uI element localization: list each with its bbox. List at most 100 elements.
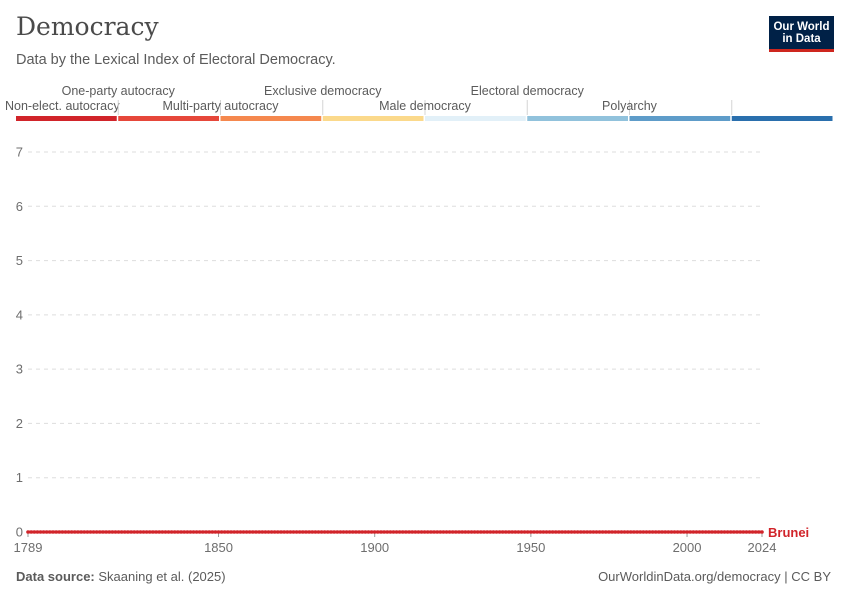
owid-logo[interactable]: Our World in Data — [769, 16, 834, 52]
data-point — [388, 530, 393, 534]
data-point — [585, 530, 589, 534]
data-point — [232, 530, 236, 534]
data-point — [107, 530, 112, 534]
data-point — [266, 530, 271, 534]
data-point — [682, 530, 686, 534]
data-point — [166, 530, 171, 534]
data-point — [338, 530, 343, 534]
data-point — [610, 530, 614, 534]
data-point — [288, 530, 293, 534]
legend-swatch — [118, 116, 219, 121]
data-point — [176, 530, 180, 534]
legend-swatch — [425, 116, 526, 121]
data-point — [213, 530, 218, 534]
grid-lines — [28, 151, 762, 479]
legend-swatch — [322, 116, 424, 121]
data-point — [110, 530, 115, 534]
data-point — [410, 530, 414, 534]
data-point — [254, 530, 258, 534]
data-point — [151, 530, 155, 534]
data-point — [591, 530, 596, 534]
data-point — [207, 530, 211, 534]
data-point — [372, 530, 377, 534]
data-point — [326, 530, 330, 534]
y-tick-label: 0 — [16, 525, 23, 540]
data-point — [148, 530, 152, 534]
data-point — [144, 530, 149, 534]
data-point — [210, 530, 215, 534]
data-point — [188, 530, 193, 534]
source-label: Data source: — [16, 569, 95, 584]
data-point — [525, 530, 530, 534]
data-point — [216, 530, 221, 534]
data-point — [116, 530, 121, 534]
legend-label: Polyarchy — [602, 99, 658, 113]
data-point — [316, 530, 321, 534]
data-point — [132, 530, 136, 534]
data-point — [332, 530, 336, 534]
data-point — [235, 530, 240, 534]
data-point — [644, 530, 649, 534]
data-point — [513, 530, 518, 534]
data-point — [557, 530, 561, 534]
data-point — [347, 530, 352, 534]
series-label[interactable]: Brunei — [768, 525, 809, 540]
data-point — [582, 530, 586, 534]
data-point — [482, 530, 486, 534]
data-point — [401, 530, 405, 534]
x-tick-label: 1850 — [204, 540, 233, 555]
data-point — [101, 530, 105, 534]
data-point — [385, 530, 389, 534]
data-point — [441, 530, 446, 534]
data-point — [35, 530, 40, 534]
source-url-link[interactable]: OurWorldinData.org/democracy — [598, 569, 781, 584]
data-point — [422, 530, 427, 534]
data-source: Data source: Skaaning et al. (2025) — [16, 569, 226, 584]
data-point — [429, 530, 433, 534]
data-point — [700, 530, 705, 534]
data-point — [123, 530, 127, 534]
data-point — [279, 530, 283, 534]
data-point — [251, 530, 255, 534]
data-point — [413, 530, 418, 534]
data-point — [697, 530, 702, 534]
data-point — [191, 530, 196, 534]
data-point — [41, 530, 46, 534]
y-axis: 0 1 2 3 4 5 6 7 — [16, 145, 23, 540]
data-point — [272, 530, 277, 534]
data-point — [529, 530, 533, 534]
data-point — [491, 530, 496, 534]
data-point — [29, 530, 33, 534]
data-point — [735, 530, 739, 534]
data-point — [282, 530, 286, 534]
data-point — [438, 530, 443, 534]
data-point — [79, 530, 83, 534]
data-point — [307, 530, 311, 534]
data-point — [344, 530, 349, 534]
license-link[interactable]: CC BY — [791, 569, 831, 584]
legend-label: Male democracy — [379, 99, 471, 113]
data-point — [722, 530, 727, 534]
data-point — [98, 530, 102, 534]
data-point — [310, 530, 315, 534]
data-point — [654, 530, 658, 534]
data-point — [244, 530, 249, 534]
data-point — [638, 530, 642, 534]
data-point — [588, 530, 593, 534]
data-point — [619, 530, 624, 534]
data-point — [519, 530, 524, 534]
data-point — [516, 530, 521, 534]
data-point — [663, 530, 667, 534]
data-point — [566, 530, 571, 534]
data-point — [719, 530, 724, 534]
data-point — [488, 530, 493, 534]
data-point — [632, 530, 636, 534]
legend-swatch — [629, 116, 731, 121]
data-point — [744, 530, 749, 534]
data-point — [354, 530, 358, 534]
data-point — [82, 530, 87, 534]
y-tick-label: 4 — [16, 307, 23, 322]
legend-swatch — [731, 116, 833, 121]
data-point — [222, 530, 227, 534]
